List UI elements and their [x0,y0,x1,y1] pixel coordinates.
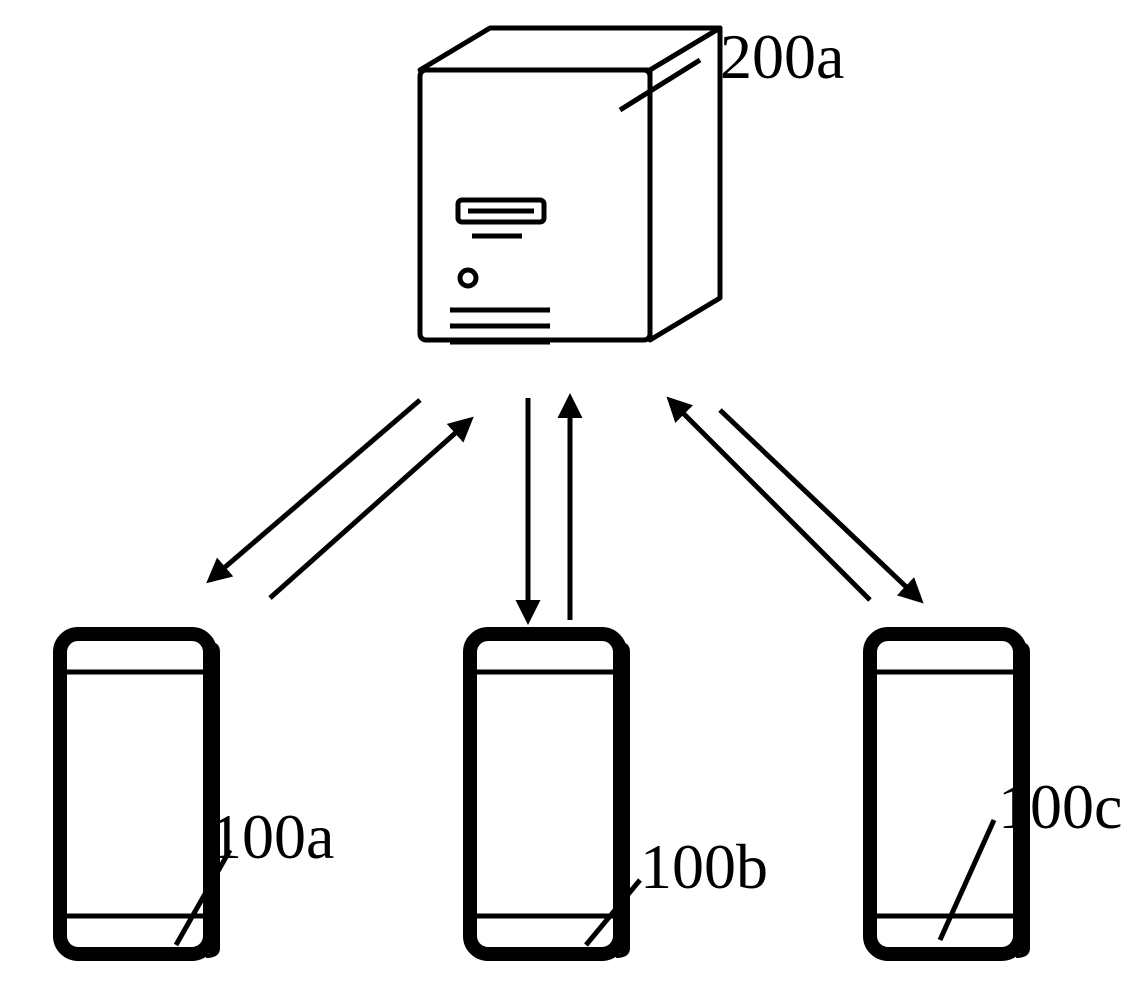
server-label: 200a [720,20,844,94]
phone-c-label: 100c [998,770,1122,844]
phone-b-icon [470,634,630,958]
phone-a-label: 100a [210,800,334,874]
arrow-server-to-c [720,410,920,600]
arrow-c-to-server [670,400,870,600]
phone-b-label: 100b [640,830,768,904]
arrow-a-to-server [270,420,470,598]
